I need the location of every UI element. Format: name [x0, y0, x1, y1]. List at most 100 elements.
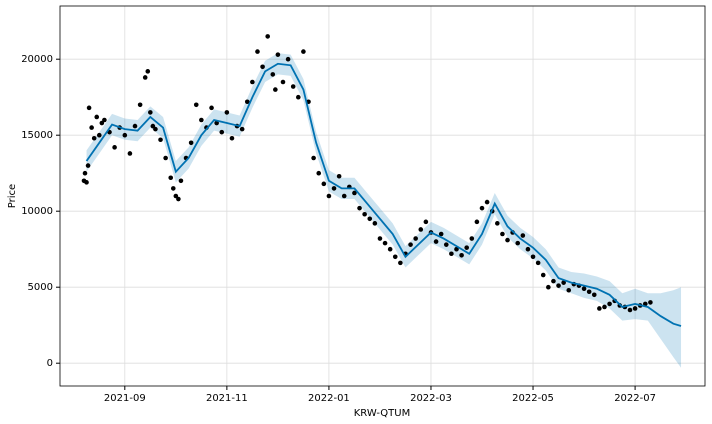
observed-point: [479, 205, 485, 211]
observed-point: [438, 231, 444, 237]
observed-point: [193, 102, 199, 108]
y-axis-label: Price: [7, 184, 18, 208]
observed-point: [474, 219, 480, 225]
observed-point: [112, 145, 117, 150]
x-tick-label: 2021-11: [206, 393, 248, 404]
observed-point: [102, 117, 107, 123]
x-tick-label: 2022-03: [410, 393, 452, 404]
observed-point: [137, 102, 143, 108]
observed-point: [341, 193, 347, 199]
y-tick-label: 20000: [21, 54, 53, 65]
observed-point: [127, 151, 133, 156]
observed-point: [311, 155, 316, 161]
y-tick-label: 5000: [28, 282, 53, 293]
observed-point: [352, 190, 357, 196]
observed-point: [316, 170, 322, 176]
observed-point: [377, 236, 383, 241]
observed-point: [270, 72, 276, 77]
observed-point: [372, 221, 378, 226]
observed-point: [648, 300, 653, 305]
observed-point: [551, 278, 556, 284]
observed-point: [229, 135, 235, 141]
observed-point: [362, 211, 367, 217]
observed-point: [586, 289, 592, 295]
observed-point: [530, 254, 536, 260]
observed-point: [642, 301, 648, 307]
observed-point: [520, 233, 526, 238]
x-tick-label: 2022-05: [512, 393, 554, 404]
observed-point: [296, 94, 301, 100]
observed-point: [285, 56, 291, 62]
observed-point: [224, 110, 230, 115]
observed-point: [392, 254, 398, 260]
y-tick-label: 15000: [21, 130, 53, 141]
observed-point: [433, 239, 439, 244]
observed-point: [178, 178, 184, 184]
x-tick-label: 2021-09: [104, 393, 146, 404]
observed-point: [535, 260, 541, 266]
observed-point: [505, 237, 510, 243]
observed-point: [275, 52, 281, 57]
observed-point: [219, 129, 225, 135]
observed-point: [142, 75, 148, 80]
observed-point: [132, 123, 138, 129]
observed-point: [525, 246, 531, 252]
observed-point: [84, 180, 89, 185]
observed-point: [176, 196, 181, 202]
observed-point: [91, 135, 97, 141]
observed-point: [336, 173, 342, 179]
forecast-line: [85, 62, 682, 327]
observed-point: [255, 49, 260, 54]
observed-point: [464, 245, 469, 250]
observed-point: [413, 236, 418, 241]
observed-point: [495, 221, 500, 226]
observed-point: [199, 117, 204, 123]
observed-point: [244, 99, 250, 105]
observed-point: [326, 193, 332, 199]
observed-point: [301, 49, 306, 54]
observed-point: [546, 284, 551, 290]
observed-point: [260, 64, 265, 70]
plot-frame: [59, 5, 706, 387]
observed-point: [357, 205, 362, 211]
observed-point: [500, 231, 505, 237]
observed-point: [158, 137, 163, 143]
observed-point: [556, 283, 561, 288]
observed-point: [273, 87, 278, 92]
observed-point: [122, 132, 128, 138]
observed-point: [85, 163, 91, 168]
observed-point: [188, 140, 194, 146]
observed-point: [387, 246, 393, 252]
observed-point: [408, 242, 413, 247]
observed-point: [145, 69, 151, 74]
observed-point: [484, 199, 490, 205]
observed-point: [209, 105, 214, 111]
observed-point: [86, 105, 92, 111]
observed-point: [602, 304, 607, 310]
y-tick-label: 0: [47, 358, 53, 369]
observed-point: [99, 120, 105, 126]
observed-point: [239, 126, 245, 132]
observed-point: [148, 110, 153, 115]
observed-point: [581, 286, 587, 292]
observed-point: [382, 240, 388, 246]
observed-point: [321, 181, 327, 187]
observed-point: [597, 306, 602, 311]
observed-point: [150, 123, 156, 129]
observed-point: [173, 193, 179, 199]
observed-point: [566, 287, 572, 293]
observed-point: [398, 260, 403, 266]
observed-point: [591, 292, 597, 298]
observed-point: [168, 175, 174, 181]
observed-point: [443, 242, 449, 247]
observed-point: [459, 252, 464, 258]
observed-point: [515, 240, 521, 246]
observed-point: [214, 120, 219, 126]
observed-point: [89, 125, 94, 130]
observed-point: [250, 79, 255, 85]
uncertainty-band: [86, 53, 682, 368]
observed-point: [540, 272, 546, 278]
observed-point: [627, 307, 633, 313]
x-tick-label: 2022-07: [614, 393, 656, 404]
